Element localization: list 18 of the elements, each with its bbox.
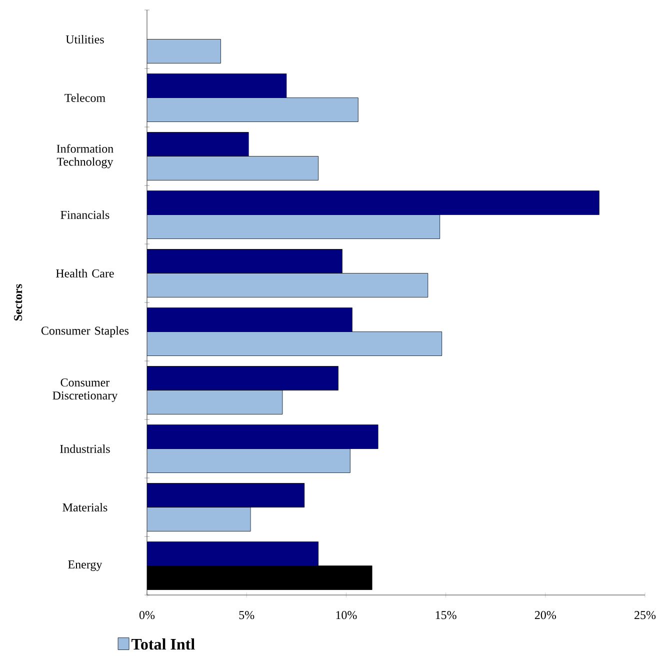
y-tick-label: Industrials xyxy=(60,444,110,453)
y-tick-label: Telecom xyxy=(64,94,106,102)
y-tick-label: Energy xyxy=(68,560,102,571)
x-tick-label: 10% xyxy=(336,611,357,620)
y-tick-label: Health Care xyxy=(56,269,114,278)
x-tick-label: 15% xyxy=(436,611,456,620)
y-tick-label: Information Technology xyxy=(56,144,114,168)
x-tick-label: 25% xyxy=(634,611,656,620)
y-tick-label: Consumer Discretionary xyxy=(52,378,118,402)
y-axis-title: Sectors xyxy=(14,284,22,321)
legend-label: Total Intl xyxy=(131,638,195,650)
x-tick-label: 0% xyxy=(139,611,155,620)
y-tick-label: Materials xyxy=(62,503,108,512)
x-tick-label: 20% xyxy=(534,611,556,620)
x-tick-label: 5% xyxy=(239,611,254,620)
y-tick-label: Utilities xyxy=(66,35,104,44)
y-tick-label: Financials xyxy=(60,210,110,219)
y-tick-label: Consumer Staples xyxy=(41,326,129,338)
